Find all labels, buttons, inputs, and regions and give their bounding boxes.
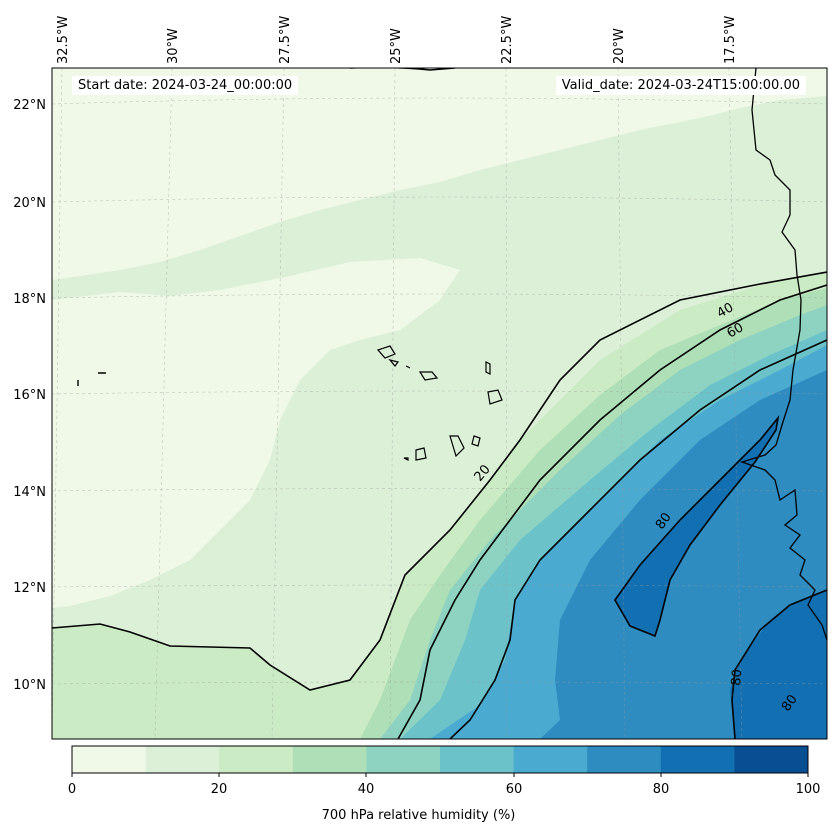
lon-label-30w: 30°W: [166, 28, 181, 64]
cb-tick-0: 0: [68, 782, 76, 797]
rh-field-80-90-band: [615, 418, 778, 636]
rh-field-0-10-south: [52, 258, 460, 608]
lat-label-18n: 18°N: [13, 292, 46, 307]
contour-60: [449, 339, 827, 739]
lon-label-17-5w: 17.5°W: [723, 16, 738, 64]
lon-label-32-5w: 32.5°W: [56, 16, 71, 64]
map-border: [51, 67, 828, 740]
start-date-label: Start date: 2024-03-24_00:00:00: [72, 76, 299, 95]
cb-tick-80: 80: [653, 782, 670, 797]
lon-label-20w: 20°W: [612, 28, 627, 64]
colorbar-title: 700 hPa relative humidity (%): [321, 808, 516, 823]
lat-label-14n: 14°N: [13, 485, 46, 500]
rh-contours: [52, 68, 827, 739]
contour-20-north: [350, 68, 456, 71]
lon-label-25w: 25°W: [389, 28, 404, 64]
latitude-labels: 22°N 20°N 18°N 16°N 14°N 12°N 10°N: [13, 98, 46, 693]
colorbar-swatch-0: [72, 746, 147, 773]
cb-tick-20: 20: [211, 782, 228, 797]
map-panel: 20 40 60 80 80 80: [52, 68, 827, 739]
colorbar-tick-labels: 0 20 40 60 80 100: [68, 782, 821, 797]
cape-verde-islands: [376, 345, 503, 461]
rh-field-0-10: [52, 68, 827, 280]
lon-label-22-5w: 22.5°W: [500, 16, 515, 64]
lat-label-20n: 20°N: [13, 196, 46, 211]
colorbar-swatch-1: [145, 746, 220, 773]
longitude-labels: 32.5°W 30°W 27.5°W 25°W 22.5°W 20°W 17.5…: [56, 16, 738, 64]
colorbar-swatch-6: [513, 746, 588, 773]
colorbar-ticks: [71, 773, 809, 777]
colorbar-border: [71, 745, 809, 774]
valid-date-label: Valid_date: 2024-03-24T15:00:00.00: [555, 76, 806, 95]
colorbar-swatch-5: [440, 746, 515, 773]
colorbar-swatch-9: [734, 746, 809, 773]
cb-tick-40: 40: [358, 782, 375, 797]
small-island-west: [77, 372, 106, 386]
african-coastline: [739, 68, 827, 641]
contour-20: [52, 271, 827, 691]
contour-40: [397, 284, 827, 739]
colorbar-swatch-2: [219, 746, 294, 773]
colorbar-swatch-4: [366, 746, 441, 773]
colorbar-swatch-3: [292, 746, 367, 773]
colorbar-swatch-7: [587, 746, 662, 773]
lat-label-22n: 22°N: [13, 98, 46, 113]
cb-tick-60: 60: [506, 782, 523, 797]
contour-80-band: [614, 415, 780, 638]
contour-label-80-south-a: 80: [729, 669, 745, 687]
colorbar: 0 20 40 60 80 100: [68, 745, 821, 797]
lat-label-10n: 10°N: [13, 678, 46, 693]
lon-label-27-5w: 27.5°W: [278, 16, 293, 64]
contour-80-south: [731, 589, 827, 739]
lat-label-16n: 16°N: [13, 388, 46, 403]
lat-label-12n: 12°N: [13, 581, 46, 596]
rh-field-80-90-south: [730, 590, 827, 739]
contour-label-60: 60: [725, 320, 747, 341]
contour-label-40: 40: [715, 300, 737, 321]
colorbar-swatch-8: [660, 746, 735, 773]
cb-tick-100: 100: [796, 782, 821, 797]
